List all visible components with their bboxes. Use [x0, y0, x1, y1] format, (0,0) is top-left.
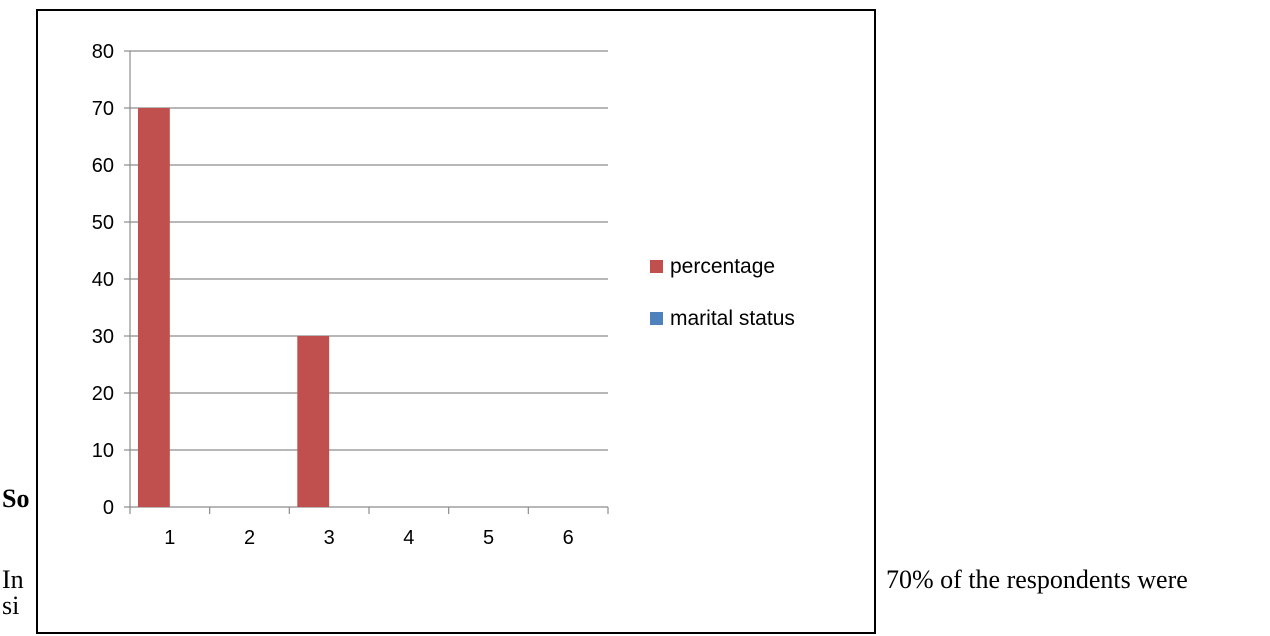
- y-tick-label: 30: [92, 326, 114, 348]
- paragraph-line1-right: 70% of the respondents were: [886, 565, 1188, 594]
- y-tick-label: 70: [92, 98, 114, 120]
- y-tick-label: 50: [92, 212, 114, 234]
- x-tick-label: 3: [324, 527, 335, 549]
- x-tick-label: 1: [164, 527, 175, 549]
- section-heading-fragment: So: [2, 484, 30, 513]
- y-tick-label: 40: [92, 269, 114, 291]
- legend-label: percentage: [670, 255, 775, 278]
- y-tick-label: 80: [92, 41, 114, 63]
- bar-percentage: [137, 108, 170, 507]
- y-tick-label: 0: [103, 497, 114, 519]
- x-tick-label: 2: [244, 527, 255, 549]
- bar-chart: 0 10 20 30 40 50 60 70 80 1 2 3 4 5 6 percentage marital…: [92, 41, 795, 549]
- chart-frame: 0 10 20 30 40 50 60 70 80 1 2 3 4 5 6 percentage marital…: [36, 9, 876, 634]
- paragraph-line2-left: si: [2, 591, 20, 620]
- legend-label: marital status: [670, 307, 795, 330]
- x-tick-label: 6: [563, 527, 574, 549]
- legend-swatch: [650, 260, 663, 273]
- y-tick-label: 60: [92, 155, 114, 177]
- legend-swatch: [650, 312, 663, 325]
- bar-percentage: [297, 336, 330, 507]
- x-tick-label: 5: [483, 527, 494, 549]
- x-tick-label: 4: [403, 527, 414, 549]
- y-tick-label: 20: [92, 383, 114, 405]
- paragraph-line1-left: In: [2, 565, 24, 594]
- y-tick-label: 10: [92, 440, 114, 462]
